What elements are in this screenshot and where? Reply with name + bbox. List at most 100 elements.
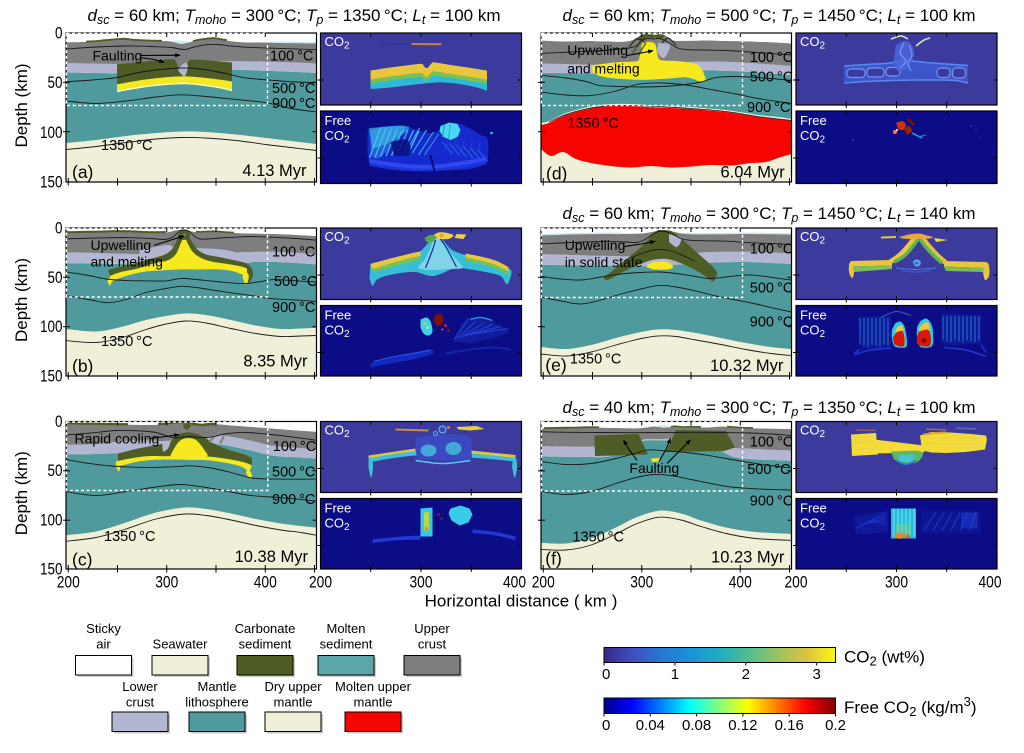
- svg-text:Rapid cooling: Rapid cooling: [75, 430, 160, 446]
- svg-text:0: 0: [602, 666, 610, 683]
- svg-text:(c): (c): [72, 550, 92, 570]
- svg-text:900 °C: 900 °C: [747, 100, 790, 116]
- svg-text:0.16: 0.16: [775, 717, 804, 734]
- svg-text:Horizontal distance ( km ): Horizontal distance ( km ): [425, 592, 618, 611]
- svg-text:Faulting: Faulting: [93, 47, 143, 63]
- svg-text:900 °C: 900 °C: [272, 492, 315, 508]
- svg-text:1350 °C: 1350 °C: [104, 529, 155, 545]
- svg-text:mantle: mantle: [273, 695, 312, 710]
- svg-text:(e): (e): [545, 355, 566, 375]
- svg-text:Seawater: Seawater: [153, 637, 209, 652]
- svg-text:Free: Free: [800, 113, 827, 128]
- svg-text:400: 400: [729, 574, 752, 592]
- svg-text:8.35 Myr: 8.35 Myr: [243, 353, 308, 371]
- svg-text:0.12: 0.12: [728, 717, 757, 734]
- svg-text:CO2: CO2: [800, 229, 826, 247]
- svg-text:10.32 Myr: 10.32 Myr: [710, 357, 784, 375]
- svg-text:300: 300: [410, 574, 433, 592]
- svg-text:100 °C: 100 °C: [750, 50, 793, 66]
- svg-text:150: 150: [40, 561, 63, 579]
- svg-text:CO2: CO2: [325, 323, 351, 341]
- svg-text:Upwelling: Upwelling: [565, 237, 626, 253]
- svg-text:lithosphere: lithosphere: [185, 695, 249, 710]
- svg-text:CO2: CO2: [325, 516, 351, 534]
- svg-text:300: 300: [630, 574, 653, 592]
- svg-text:3: 3: [813, 666, 821, 683]
- svg-text:(b): (b): [72, 356, 93, 376]
- svg-text:dsc = 40 km; Tmoho = 300 °C; T: dsc = 40 km; Tmoho = 300 °C; Tp = 1350 °…: [563, 398, 976, 419]
- svg-text:Molten upper: Molten upper: [335, 679, 412, 694]
- svg-text:CO2: CO2: [325, 128, 351, 146]
- svg-text:4.13 Myr: 4.13 Myr: [242, 162, 307, 180]
- svg-text:150: 150: [40, 368, 63, 386]
- svg-text:400: 400: [503, 574, 526, 592]
- svg-text:CO2: CO2: [800, 423, 826, 441]
- svg-text:0.08: 0.08: [682, 717, 711, 734]
- svg-text:0: 0: [55, 220, 63, 238]
- svg-text:100 °C: 100 °C: [750, 435, 793, 451]
- svg-text:300: 300: [885, 574, 908, 592]
- svg-text:500 °C: 500 °C: [750, 70, 793, 86]
- svg-text:0.2: 0.2: [825, 717, 846, 734]
- svg-text:900 °C: 900 °C: [750, 494, 793, 510]
- svg-text:200: 200: [532, 574, 555, 592]
- svg-text:900 °C: 900 °C: [272, 96, 315, 112]
- svg-text:Molten: Molten: [326, 621, 365, 636]
- svg-text:500 °C: 500 °C: [274, 274, 317, 290]
- svg-text:50: 50: [48, 269, 63, 287]
- svg-text:0: 0: [55, 25, 63, 43]
- svg-text:200: 200: [309, 574, 332, 592]
- svg-text:CO2: CO2: [325, 34, 351, 52]
- svg-text:10.23 Myr: 10.23 Myr: [711, 549, 785, 567]
- svg-text:500 °C: 500 °C: [747, 462, 790, 478]
- svg-text:Dry upper: Dry upper: [264, 679, 322, 694]
- svg-text:1350 °C: 1350 °C: [573, 530, 624, 546]
- svg-text:Free: Free: [800, 308, 827, 323]
- svg-text:dsc = 60 km; Tmoho = 300 °C; T: dsc = 60 km; Tmoho = 300 °C; Tp = 1450 °…: [563, 204, 976, 225]
- svg-text:in solid state: in solid state: [565, 254, 643, 270]
- svg-text:and melting: and melting: [91, 254, 163, 270]
- svg-text:CO2: CO2: [800, 128, 826, 146]
- svg-text:(a): (a): [72, 162, 93, 182]
- svg-text:CO2: CO2: [325, 229, 351, 247]
- svg-text:10.38 Myr: 10.38 Myr: [235, 548, 309, 566]
- svg-text:Carbonate: Carbonate: [235, 621, 296, 636]
- svg-text:crust: crust: [418, 637, 447, 652]
- svg-text:500 °C: 500 °C: [750, 281, 793, 297]
- svg-text:Depth (km): Depth (km): [12, 451, 31, 535]
- svg-text:and melting: and melting: [567, 61, 639, 77]
- svg-text:(f): (f): [545, 549, 562, 569]
- svg-text:1350 °C: 1350 °C: [101, 334, 152, 350]
- svg-text:CO2: CO2: [325, 423, 351, 441]
- svg-text:sediment: sediment: [320, 637, 373, 652]
- svg-text:100: 100: [40, 318, 63, 336]
- svg-text:1: 1: [671, 666, 679, 683]
- svg-text:Lower: Lower: [122, 679, 158, 694]
- svg-text:mantle: mantle: [353, 695, 392, 710]
- svg-text:sediment: sediment: [239, 637, 292, 652]
- svg-text:6.04 Myr: 6.04 Myr: [721, 164, 786, 182]
- svg-text:500 °C: 500 °C: [272, 465, 315, 481]
- svg-text:Free: Free: [325, 113, 352, 128]
- svg-text:Free: Free: [800, 501, 827, 516]
- svg-text:0: 0: [55, 413, 63, 431]
- svg-text:400: 400: [979, 574, 1002, 592]
- svg-text:100 °C: 100 °C: [272, 245, 315, 261]
- svg-text:1350 °C: 1350 °C: [570, 352, 621, 368]
- svg-text:200: 200: [57, 574, 80, 592]
- svg-text:CO2: CO2: [800, 516, 826, 534]
- svg-text:CO2 (wt%): CO2 (wt%): [844, 648, 925, 669]
- svg-text:300: 300: [155, 574, 178, 592]
- svg-text:Upper: Upper: [414, 621, 450, 636]
- svg-text:(d): (d): [546, 164, 567, 184]
- svg-text:900 °C: 900 °C: [272, 300, 315, 316]
- svg-text:Mantle: Mantle: [197, 679, 236, 694]
- svg-text:Faulting: Faulting: [629, 460, 679, 476]
- svg-text:Free: Free: [325, 308, 352, 323]
- svg-text:100: 100: [40, 124, 63, 142]
- svg-text:100 °C: 100 °C: [270, 49, 313, 65]
- svg-text:400: 400: [254, 574, 277, 592]
- svg-text:900 °C: 900 °C: [750, 315, 793, 331]
- svg-text:2: 2: [742, 666, 750, 683]
- svg-text:air: air: [96, 637, 111, 652]
